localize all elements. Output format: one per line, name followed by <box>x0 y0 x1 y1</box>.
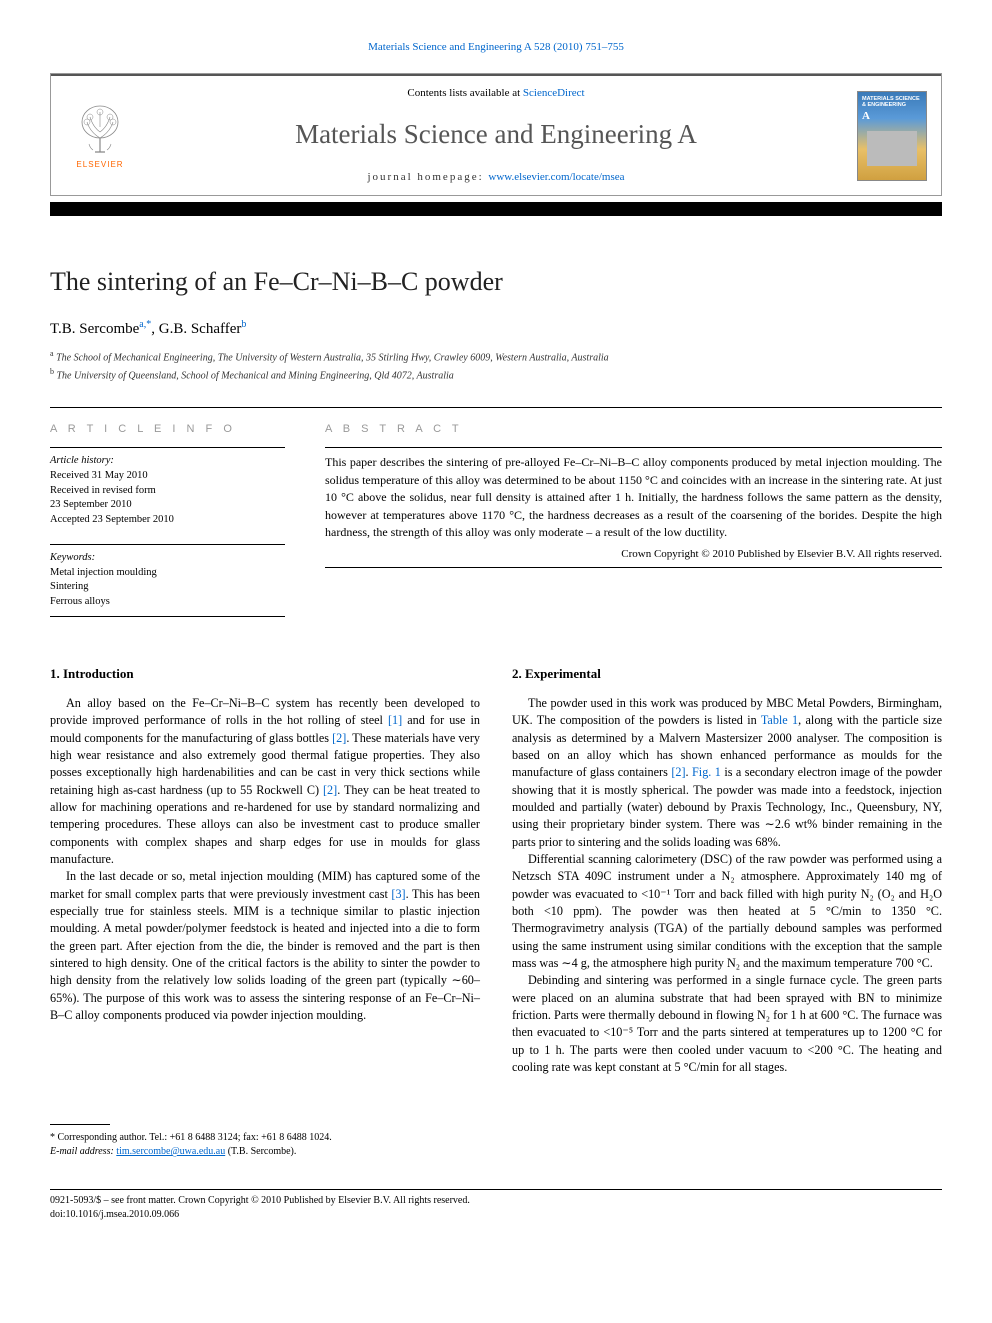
history-line-3: 23 September 2010 <box>50 498 285 513</box>
email-suffix: (T.B. Sercombe). <box>225 1146 296 1157</box>
history-line-1: Received 31 May 2010 <box>50 469 285 484</box>
footer-doi: doi:10.1016/j.msea.2010.09.066 <box>50 1208 942 1222</box>
abstract-label: A B S T R A C T <box>325 422 942 437</box>
sciencedirect-link[interactable]: ScienceDirect <box>523 87 585 99</box>
email-label: E-mail address: <box>50 1146 116 1157</box>
author-1: T.B. Sercombe <box>50 321 139 337</box>
article-history-block: Article history: Received 31 May 2010 Re… <box>50 447 285 527</box>
elsevier-logo: ELSEVIER <box>65 93 135 178</box>
article-info-column: A R T I C L E I N F O Article history: R… <box>50 422 285 633</box>
abstract-column: A B S T R A C T This paper describes the… <box>325 422 942 633</box>
author-1-marks: a,* <box>139 319 151 330</box>
affiliation-a: a The School of Mechanical Engineering, … <box>50 348 942 365</box>
masthead-top-rule <box>51 74 941 76</box>
email-link[interactable]: tim.sercombe@uwa.edu.au <box>116 1146 225 1157</box>
intro-para-1: An alloy based on the Fe–Cr–Ni–B–C syste… <box>50 695 480 868</box>
keywords-label: Keywords: <box>50 551 285 566</box>
history-label: Article history: <box>50 454 285 469</box>
keyword-2: Sintering <box>50 580 285 595</box>
keyword-1: Metal injection moulding <box>50 566 285 581</box>
intro-heading: 1. Introduction <box>50 665 480 683</box>
exp-para-1: The powder used in this work was produce… <box>512 695 942 851</box>
journal-name: Materials Science and Engineering A <box>135 116 857 154</box>
ref-link-3[interactable]: [3] <box>391 887 405 901</box>
exp-para-3: Debinding and sintering was performed in… <box>512 972 942 1076</box>
contents-available-line: Contents lists available at ScienceDirec… <box>135 86 857 101</box>
corresponding-footnote: * Corresponding author. Tel.: +61 8 6488… <box>50 1131 480 1159</box>
keyword-3: Ferrous alloys <box>50 595 285 610</box>
abstract-bottom-rule <box>325 567 942 568</box>
experimental-heading: 2. Experimental <box>512 665 942 683</box>
affiliation-b: b The University of Queensland, School o… <box>50 366 942 383</box>
exp-para-2: Differential scanning calorimetery (DSC)… <box>512 851 942 972</box>
author-2: G.B. Schaffer <box>159 321 242 337</box>
footnote-divider <box>50 1124 110 1125</box>
footer-front-matter: 0921-5093/$ – see front matter. Crown Co… <box>50 1194 942 1208</box>
header-citation[interactable]: Materials Science and Engineering A 528 … <box>50 40 942 55</box>
ref-link-2c[interactable]: [2] <box>671 765 685 779</box>
cover-image-placeholder <box>867 131 917 166</box>
affiliations: a The School of Mechanical Engineering, … <box>50 348 942 383</box>
abstract-copyright: Crown Copyright © 2010 Published by Else… <box>325 547 942 562</box>
authors-line: T.B. Sercombea,*, G.B. Schafferb <box>50 318 942 340</box>
corresponding-line: * Corresponding author. Tel.: +61 8 6488… <box>50 1131 480 1145</box>
cover-subtitle: A <box>860 109 870 124</box>
intro-para-2: In the last decade or so, metal injectio… <box>50 868 480 1024</box>
homepage-prefix: journal homepage: <box>367 171 488 183</box>
masthead-bottom-bar <box>50 202 942 216</box>
author-2-marks: b <box>241 319 246 330</box>
table-1-link[interactable]: Table 1 <box>761 713 798 727</box>
journal-homepage-line: journal homepage: www.elsevier.com/locat… <box>135 170 857 185</box>
journal-cover-thumbnail: MATERIALS SCIENCE & ENGINEERING A <box>857 91 927 181</box>
fig-1-link[interactable]: Fig. 1 <box>692 765 721 779</box>
masthead: ELSEVIER Contents lists available at Sci… <box>50 73 942 196</box>
abstract-text: This paper describes the sintering of pr… <box>325 447 942 541</box>
keywords-block: Keywords: Metal injection moulding Sinte… <box>50 544 285 617</box>
right-column: 2. Experimental The powder used in this … <box>512 661 942 1160</box>
elsevier-name: ELSEVIER <box>76 159 123 170</box>
homepage-link[interactable]: www.elsevier.com/locate/msea <box>488 171 624 183</box>
article-info-label: A R T I C L E I N F O <box>50 422 285 437</box>
ref-link-2a[interactable]: [2] <box>332 731 346 745</box>
ref-link-2b[interactable]: [2] <box>323 783 337 797</box>
history-line-4: Accepted 23 September 2010 <box>50 513 285 528</box>
ref-link-1[interactable]: [1] <box>388 713 402 727</box>
email-line: E-mail address: tim.sercombe@uwa.edu.au … <box>50 1145 480 1159</box>
article-title: The sintering of an Fe–Cr–Ni–B–C powder <box>50 264 942 300</box>
contents-prefix: Contents lists available at <box>407 87 522 99</box>
cover-title: MATERIALS SCIENCE & ENGINEERING <box>860 96 924 109</box>
page-footer: 0921-5093/$ – see front matter. Crown Co… <box>50 1189 942 1222</box>
elsevier-tree-icon <box>75 102 125 157</box>
history-line-2: Received in revised form <box>50 484 285 499</box>
left-column: 1. Introduction An alloy based on the Fe… <box>50 661 480 1160</box>
